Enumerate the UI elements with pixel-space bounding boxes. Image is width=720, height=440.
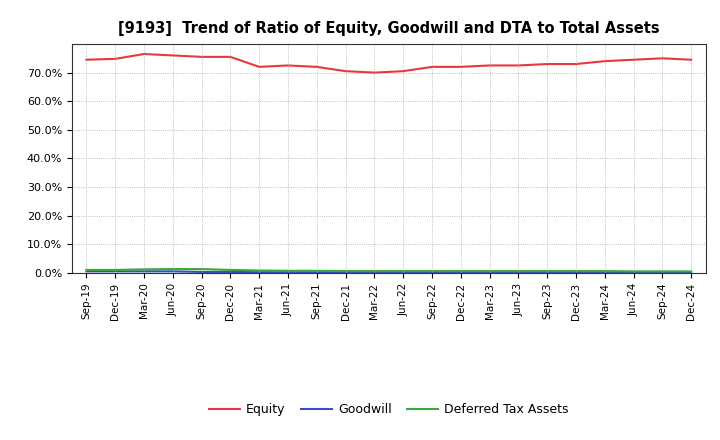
Deferred Tax Assets <box>82 267 91 272</box>
Deferred Tax Assets <box>168 267 177 272</box>
Goodwill <box>341 270 350 275</box>
Equity <box>399 69 408 74</box>
Goodwill <box>629 270 638 275</box>
Equity <box>687 57 696 62</box>
Goodwill <box>543 270 552 275</box>
Goodwill <box>428 270 436 275</box>
Equity <box>312 64 321 70</box>
Deferred Tax Assets <box>370 268 379 274</box>
Deferred Tax Assets <box>140 267 148 272</box>
Goodwill <box>572 270 580 275</box>
Deferred Tax Assets <box>629 269 638 274</box>
Equity <box>428 64 436 70</box>
Title: [9193]  Trend of Ratio of Equity, Goodwill and DTA to Total Assets: [9193] Trend of Ratio of Equity, Goodwil… <box>118 21 660 36</box>
Deferred Tax Assets <box>341 268 350 274</box>
Goodwill <box>370 270 379 275</box>
Goodwill <box>226 269 235 275</box>
Goodwill <box>485 270 494 275</box>
Equity <box>600 59 609 64</box>
Goodwill <box>284 270 292 275</box>
Line: Equity: Equity <box>86 54 691 73</box>
Deferred Tax Assets <box>543 268 552 274</box>
Deferred Tax Assets <box>312 268 321 273</box>
Deferred Tax Assets <box>456 268 465 274</box>
Equity <box>572 61 580 66</box>
Equity <box>140 51 148 57</box>
Goodwill <box>82 269 91 274</box>
Goodwill <box>514 270 523 275</box>
Deferred Tax Assets <box>687 269 696 274</box>
Deferred Tax Assets <box>572 268 580 274</box>
Deferred Tax Assets <box>485 268 494 274</box>
Equity <box>658 55 667 61</box>
Goodwill <box>658 270 667 275</box>
Deferred Tax Assets <box>111 267 120 272</box>
Equity <box>82 57 91 62</box>
Deferred Tax Assets <box>514 268 523 274</box>
Equity <box>111 56 120 62</box>
Line: Goodwill: Goodwill <box>86 271 691 272</box>
Goodwill <box>140 269 148 274</box>
Goodwill <box>111 269 120 274</box>
Goodwill <box>456 270 465 275</box>
Equity <box>341 69 350 74</box>
Goodwill <box>600 270 609 275</box>
Deferred Tax Assets <box>197 267 206 272</box>
Deferred Tax Assets <box>226 267 235 272</box>
Deferred Tax Assets <box>255 268 264 273</box>
Equity <box>370 70 379 75</box>
Equity <box>456 64 465 70</box>
Goodwill <box>312 270 321 275</box>
Equity <box>543 61 552 66</box>
Deferred Tax Assets <box>658 269 667 274</box>
Equity <box>168 53 177 58</box>
Deferred Tax Assets <box>600 268 609 274</box>
Goodwill <box>197 269 206 275</box>
Legend: Equity, Goodwill, Deferred Tax Assets: Equity, Goodwill, Deferred Tax Assets <box>204 398 574 421</box>
Goodwill <box>255 270 264 275</box>
Equity <box>485 63 494 68</box>
Equity <box>284 63 292 68</box>
Deferred Tax Assets <box>284 268 292 273</box>
Equity <box>226 54 235 59</box>
Deferred Tax Assets <box>399 268 408 274</box>
Line: Deferred Tax Assets: Deferred Tax Assets <box>86 269 691 271</box>
Equity <box>514 63 523 68</box>
Equity <box>197 54 206 59</box>
Equity <box>255 64 264 70</box>
Goodwill <box>399 270 408 275</box>
Deferred Tax Assets <box>428 268 436 274</box>
Goodwill <box>168 269 177 274</box>
Goodwill <box>687 270 696 275</box>
Equity <box>629 57 638 62</box>
